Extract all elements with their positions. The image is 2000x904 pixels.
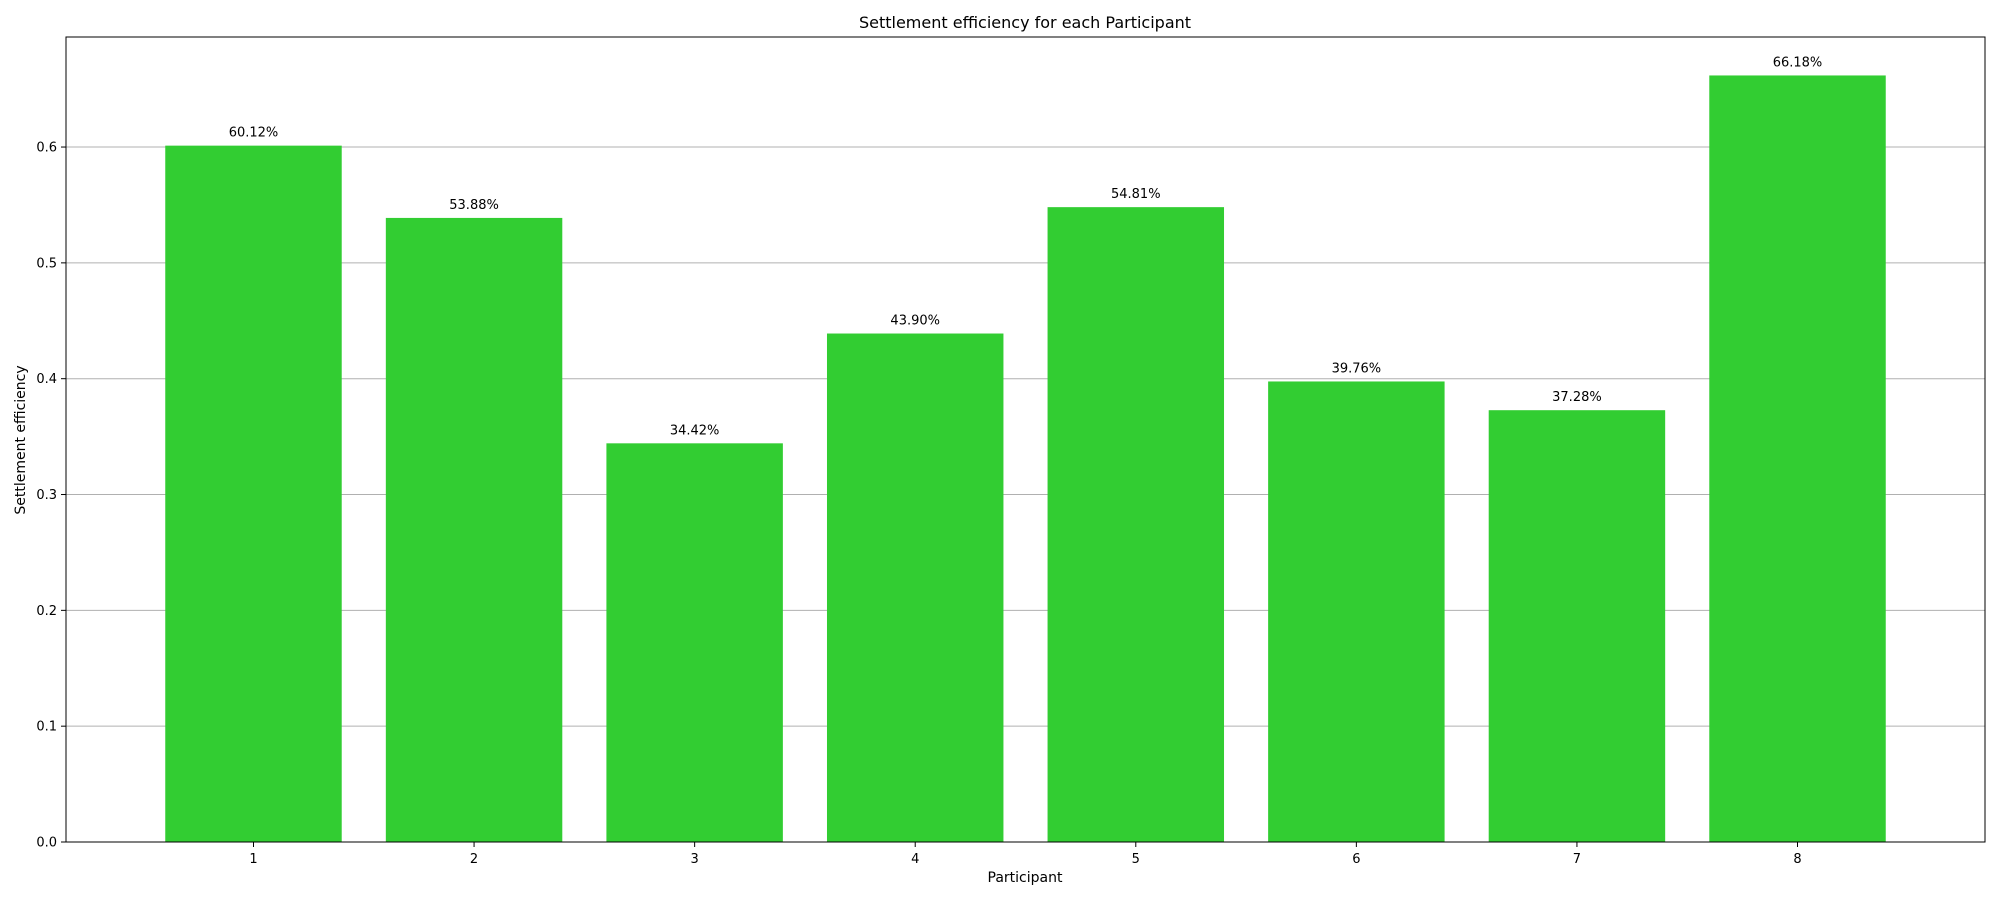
y-axis-label: Settlement efficiency [13,365,29,514]
x-tick-label: 3 [690,852,698,867]
chart-title: Settlement efficiency for each Participa… [859,13,1191,32]
bar [1047,207,1225,842]
axes: 0.0 0.1 0.2 0.3 0.4 0.5 0.6 1 2 3 4 5 6 7 8 [36,36,1986,867]
x-tick-label: 5 [1132,852,1140,867]
x-tick-label: 8 [1793,852,1801,867]
bar [165,145,342,842]
bar-value-label: 60.12% [229,126,279,141]
bar-value-label: 34.42% [670,423,720,438]
y-tick-label: 0.6 [36,141,57,156]
y-tick-label: 0.0 [36,836,57,851]
y-tick-label: 0.4 [36,372,57,387]
bar-value-label: 37.28% [1552,390,1602,405]
x-tick-label: 2 [470,852,478,867]
y-tick-label: 0.5 [36,256,57,271]
bar-value-label: 54.81% [1111,187,1161,202]
bar-value-label: 53.88% [449,198,499,213]
bar-value-label: 39.76% [1332,361,1382,376]
x-tick-label: 7 [1573,852,1581,867]
bar [1268,381,1445,842]
bars [165,75,1886,843]
bar [385,217,563,842]
bar [606,443,783,842]
gridlines [66,146,1985,727]
y-tick-label: 0.3 [36,488,57,503]
data-labels: 60.12% 53.88% 34.42% 43.90% 54.81% 39.76% 37.2… [229,55,1823,438]
bar [1709,75,1886,843]
x-tick-label: 4 [911,852,919,867]
y-tick-label: 0.2 [36,604,57,619]
x-axis-label: Participant [988,870,1063,886]
bar-value-label: 43.90% [890,314,940,329]
bar [1488,410,1666,842]
x-tick-label: 1 [249,852,257,867]
y-tick-label: 0.1 [36,720,57,735]
plot-frame [65,36,1986,843]
bar [826,333,1004,842]
bar-value-label: 66.18% [1773,55,1823,70]
x-tick-label: 6 [1352,852,1360,867]
